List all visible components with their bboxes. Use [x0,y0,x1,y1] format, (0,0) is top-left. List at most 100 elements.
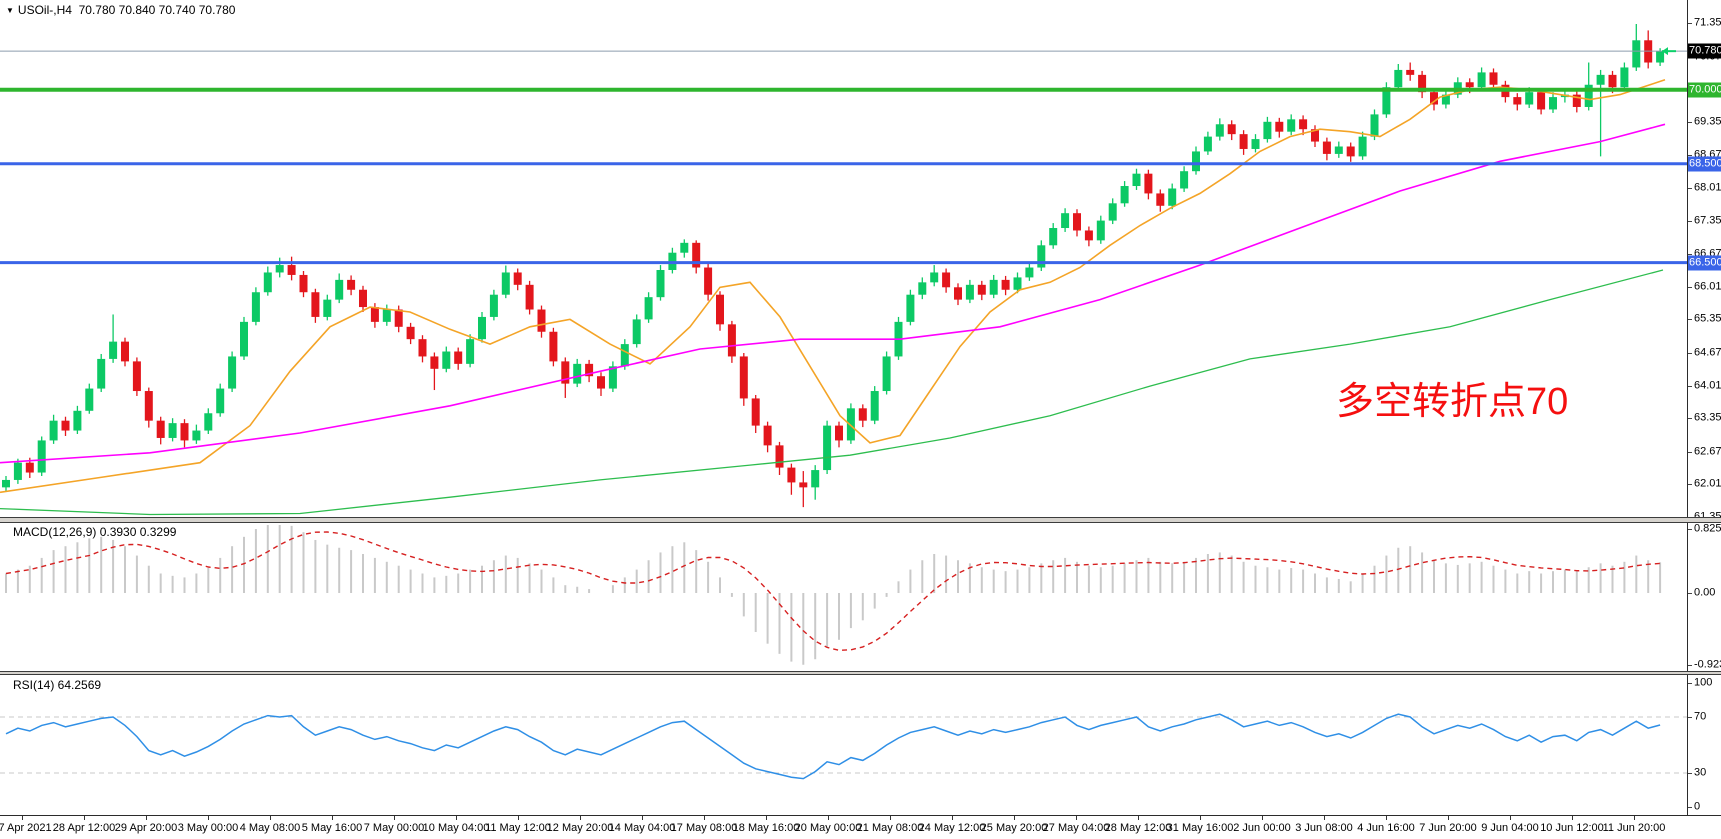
candle [1203,136,1212,152]
candle [1108,203,1117,221]
time-tick-mark [518,816,519,820]
price-tick-label: 64.010 [1694,379,1721,392]
time-axis-label: 11 Jun 20:00 [1602,822,1666,834]
time-tick-mark [1634,816,1635,820]
candle [680,242,689,253]
candle [1013,277,1022,290]
time-axis-label: 3 May 00:00 [177,822,239,834]
rsi-panel-canvas[interactable] [0,675,1687,815]
time-axis-label: 25 May 20:00 [980,822,1048,834]
candle [97,358,106,389]
candle [513,272,522,285]
candle [1049,228,1058,246]
main-price-chart-canvas[interactable] [0,0,1687,517]
time-tick-mark [1014,816,1015,820]
candle [727,324,736,357]
candle [311,292,320,317]
time-tick-mark [208,816,209,820]
candle [1299,119,1308,130]
candle [49,420,58,441]
candle [418,339,427,357]
price-tick-label: 68.670 [1694,148,1721,161]
candle [370,307,379,322]
time-axis-label: 4 May 08:00 [239,822,301,834]
candle [942,272,951,288]
candles [2,23,1665,508]
candle [1418,74,1427,93]
candle [156,420,165,438]
rsi-tick-label: 30 [1694,766,1707,779]
price-tick-mark [1687,319,1692,321]
candle [1251,139,1260,149]
panel-splitter[interactable] [0,671,1721,675]
candle [989,279,998,295]
price-tick-label: 65.350 [1694,312,1721,325]
candle [1525,92,1534,105]
price-badge: 70.000 [1687,82,1721,98]
candle [1156,193,1165,206]
price-tick-mark [1687,418,1692,420]
price-tick-mark [1687,254,1692,256]
candle [1287,119,1296,132]
candle [1489,72,1498,85]
candle [882,356,891,392]
chart-dropdown-icon[interactable]: ▼ [6,6,14,15]
candle [1120,186,1129,204]
price-tick-label: 62.010 [1694,477,1721,490]
rsi-tick-mark [1687,717,1692,718]
candle [1001,279,1010,290]
time-tick-mark [1076,816,1077,820]
price-tick-label: 67.350 [1694,214,1721,227]
candle [1358,136,1367,157]
candle [466,339,475,364]
price-tick-mark [1687,385,1692,387]
macd-tick-mark [1687,528,1692,530]
candle [454,351,463,364]
candle [597,376,605,389]
candle [85,388,94,411]
candle [775,445,784,468]
candle [1084,230,1093,241]
price-tick-label: 66.010 [1694,280,1721,293]
candle [109,341,118,359]
candle [835,425,843,441]
candle [1346,146,1355,157]
candle [692,242,701,268]
rsi-tick-mark [1687,807,1692,808]
macd-indicator-label: MACD(12,26,9) 0.3930 0.3299 [13,525,177,539]
rsi-tick-label: 0 [1694,800,1701,813]
time-axis-label: 5 May 16:00 [301,822,363,834]
price-badge: 68.500 [1687,156,1721,172]
candle [1394,69,1403,88]
price-tick-mark [1687,187,1692,189]
macd-panel-canvas[interactable] [0,523,1687,671]
price-tick-mark [1687,23,1692,24]
time-tick-mark [704,816,705,820]
candle [573,363,582,384]
candle [25,462,34,473]
candle [228,356,237,389]
candle [1192,151,1200,172]
time-tick-mark [456,816,457,820]
candle [930,272,939,283]
candle [1584,84,1593,107]
candle [1620,67,1629,88]
candle [954,287,962,300]
candle [1025,267,1034,278]
price-badge: 66.500 [1687,255,1721,271]
candle [275,265,284,273]
time-axis-border [0,815,1721,816]
panel-splitter[interactable] [0,517,1721,523]
rsi-line [5,713,1661,780]
candle [1370,114,1379,137]
time-axis-label: 12 May 20:00 [546,822,614,834]
candle [406,326,415,340]
candle [1311,129,1319,142]
candle [1549,97,1557,110]
candle [430,356,439,369]
candle [1406,69,1415,75]
candle [537,309,546,332]
macd-tick-mark [1687,665,1692,667]
chart-title: ▼ USOil-,H4 70.780 70.840 70.740 70.780 [6,3,235,17]
